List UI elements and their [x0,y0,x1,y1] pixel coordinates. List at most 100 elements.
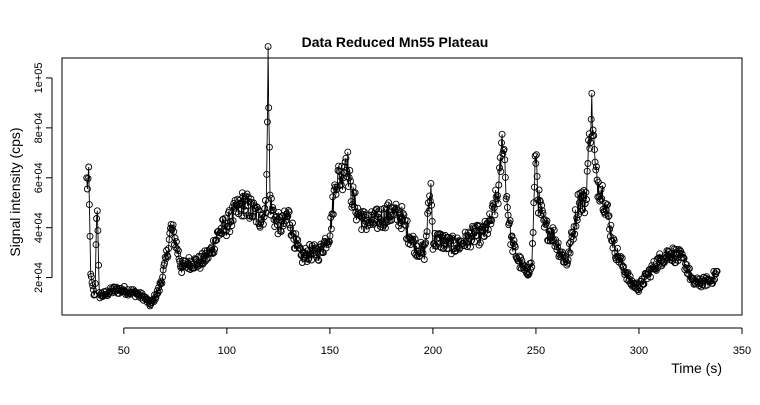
data-point [606,225,614,233]
data-point [493,195,501,203]
data-point [498,130,506,138]
data-point [95,261,103,269]
data-point [191,255,199,263]
data-point [501,156,509,164]
data-point [344,148,352,156]
data-point [437,230,445,238]
y-tick-label: 1e+05 [33,63,45,94]
data-point [525,269,533,277]
data-point [577,207,585,215]
data-point [423,228,431,236]
data-point [209,250,217,257]
data-point [583,167,591,175]
data-point [403,217,411,225]
data-point [527,259,535,267]
data-point [254,206,262,214]
data-point [339,186,347,194]
data-point [535,186,543,194]
x-tick-label: 50 [118,345,130,357]
data-point [602,206,610,214]
data-point [374,213,382,221]
data-point [531,152,539,160]
data-point [211,237,219,245]
data-point [86,232,94,240]
data-point [360,210,368,218]
data-point [155,284,163,292]
data-point [329,210,337,218]
data-point [523,269,530,277]
data-point [382,205,390,213]
data-point [263,118,271,126]
data-point [422,239,430,247]
data-point [508,232,516,240]
data-point [713,267,721,275]
y-tick-label: 8e+04 [33,112,45,143]
data-point [499,150,507,158]
data-point [174,247,182,255]
data-point [604,213,612,221]
data-point [587,115,595,123]
data-point [173,245,181,253]
data-point [418,245,426,253]
data-point [338,162,346,170]
data-point [366,221,374,229]
data-point [506,217,514,224]
x-tick-label: 350 [733,345,751,357]
data-point [592,166,600,174]
data-point [494,200,502,208]
data-point [341,163,349,171]
data-point [211,245,219,253]
data-point [422,232,430,240]
data-point [503,192,511,200]
data-point [583,196,590,203]
data-point [248,213,256,221]
data-point [362,226,370,234]
data-point [228,222,236,230]
data-point [487,220,495,228]
data-point [572,222,580,230]
data-point [238,212,246,220]
data-point [585,136,592,144]
data-point [468,233,476,241]
data-point [581,209,589,217]
data-point [582,188,590,196]
data-point [159,266,167,274]
data-point [435,234,443,242]
data-point [411,235,419,243]
data-point [491,211,499,219]
data-point [528,263,536,271]
axes-layer: 50 100 150 200 250 300 350 2e+04 4e+04 6e+04 8e+04… [33,63,751,357]
data-point [288,231,296,239]
data-point [550,226,558,234]
data-point [588,89,596,97]
data-point [676,246,684,254]
data-point [463,243,471,251]
data-point [385,199,393,207]
data-point [571,230,579,238]
data-point [83,174,91,182]
data-point [564,256,572,264]
data-point [426,197,434,205]
data-point [242,195,250,203]
data-point [408,236,416,244]
data-point [174,250,182,258]
data-point [509,240,517,248]
data-point [169,221,177,229]
y-tick-label: 4e+04 [33,212,45,243]
data-point [308,256,316,264]
data-point [265,104,273,112]
data-point [318,248,326,256]
data-point [565,248,573,256]
data-point [172,238,180,246]
data-point [388,212,396,219]
data-point [346,167,354,174]
data-point [440,245,447,252]
data-point [498,139,505,147]
data-point [626,272,634,280]
x-axis-label: Time (s) [671,360,722,376]
data-point [654,264,662,272]
data-point [495,181,503,189]
data-point [597,185,605,193]
data-point [165,245,172,253]
data-point [341,158,349,166]
